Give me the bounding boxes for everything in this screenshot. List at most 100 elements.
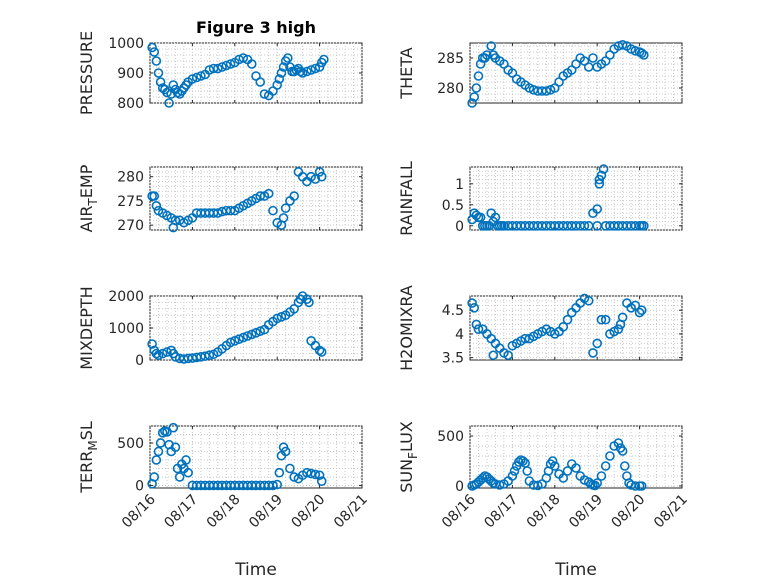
y-tick-label: 0 bbox=[455, 219, 464, 235]
data-point bbox=[147, 42, 157, 53]
data-point bbox=[242, 331, 253, 341]
y-axis-label-main: RAINFALL bbox=[397, 161, 416, 236]
y-axis-label: H2OMIXRA bbox=[397, 285, 416, 371]
data-point bbox=[151, 348, 162, 359]
data-point bbox=[486, 41, 497, 51]
data-point bbox=[547, 456, 558, 466]
data-point bbox=[289, 303, 299, 314]
data-point bbox=[592, 338, 603, 349]
data-point bbox=[562, 466, 573, 476]
subplot-3: 270 275 280 AIRTEMP bbox=[77, 164, 363, 234]
data-point bbox=[477, 473, 488, 483]
data-point bbox=[282, 53, 293, 63]
subplot-2: 280 285 THETA bbox=[397, 39, 683, 108]
y-tick-label: 3.5 bbox=[442, 351, 464, 367]
data-point bbox=[314, 62, 325, 72]
data-point bbox=[151, 455, 162, 465]
data-point bbox=[272, 80, 283, 90]
data-point bbox=[164, 98, 174, 108]
data-point bbox=[200, 351, 210, 361]
y-tick-label: 1000 bbox=[108, 36, 144, 52]
data-point bbox=[634, 307, 645, 318]
x-axis-label: Time bbox=[234, 560, 277, 580]
tick-marks bbox=[149, 295, 363, 361]
y-tick-label: 500 bbox=[117, 436, 144, 452]
data-point bbox=[162, 427, 172, 437]
y-axis-label: TERRMSL bbox=[77, 421, 100, 494]
data-point bbox=[310, 469, 321, 480]
data-point bbox=[170, 351, 181, 362]
data-series bbox=[147, 422, 327, 491]
y-axis-label-main: TERR bbox=[77, 451, 96, 494]
data-point bbox=[280, 446, 291, 457]
data-point bbox=[522, 466, 533, 476]
y-axis-label: MIXDEPTH bbox=[77, 286, 96, 369]
data-point bbox=[268, 205, 278, 216]
data-point bbox=[157, 427, 168, 438]
data-point bbox=[617, 446, 628, 456]
y-tick-label: 1000 bbox=[108, 321, 144, 337]
data-point bbox=[221, 60, 232, 71]
data-point bbox=[255, 326, 266, 337]
data-point bbox=[151, 200, 162, 211]
data-point bbox=[213, 208, 223, 218]
data-point bbox=[630, 45, 641, 56]
data-point bbox=[562, 314, 573, 325]
data-point bbox=[467, 298, 477, 308]
data-point bbox=[600, 314, 611, 325]
data-point bbox=[636, 305, 647, 316]
data-point bbox=[213, 63, 223, 74]
y-tick-label: 800 bbox=[117, 96, 144, 112]
data-point bbox=[488, 350, 499, 361]
data-point bbox=[583, 295, 594, 306]
data-point bbox=[598, 164, 609, 174]
data-point bbox=[630, 481, 641, 491]
data-point bbox=[153, 446, 164, 457]
data-point bbox=[471, 319, 482, 330]
data-point bbox=[520, 333, 530, 344]
data-point bbox=[170, 442, 181, 453]
data-point bbox=[196, 71, 206, 81]
y-axis-label-main: SUN bbox=[397, 459, 416, 493]
data-point bbox=[278, 62, 289, 72]
data-point bbox=[613, 324, 624, 334]
tick-marks bbox=[469, 43, 683, 103]
data-point bbox=[225, 205, 236, 216]
y-tick-label: 4 bbox=[455, 327, 464, 343]
data-point bbox=[246, 59, 257, 69]
data-series bbox=[467, 438, 647, 491]
y-axis-label: AIRTEMP bbox=[77, 164, 100, 232]
data-point bbox=[149, 47, 160, 57]
data-point bbox=[297, 68, 308, 78]
data-point bbox=[316, 476, 327, 487]
data-point bbox=[280, 203, 291, 213]
data-point bbox=[278, 213, 289, 223]
data-point bbox=[251, 327, 261, 338]
data-point bbox=[306, 65, 316, 75]
data-point bbox=[246, 329, 257, 340]
grid-lines bbox=[469, 43, 683, 103]
data-point bbox=[314, 345, 325, 356]
data-point bbox=[473, 324, 484, 334]
data-point bbox=[183, 467, 193, 478]
data-point bbox=[181, 455, 191, 465]
data-point bbox=[230, 335, 240, 346]
y-axis-label-tail: SL bbox=[77, 421, 96, 440]
data-point bbox=[174, 472, 185, 482]
data-point bbox=[509, 466, 520, 476]
data-point bbox=[518, 456, 528, 466]
data-point bbox=[162, 347, 172, 357]
y-axis-label: RAINFALL bbox=[397, 161, 416, 236]
subplot-6: 3.5 4 4.5 H2OMIXRA bbox=[397, 285, 683, 371]
chart-title: Figure 3 high bbox=[196, 18, 316, 37]
y-axis-label-main: H2OMIXRA bbox=[397, 285, 416, 371]
data-point bbox=[316, 171, 327, 182]
data-point bbox=[295, 66, 306, 77]
data-point bbox=[639, 50, 649, 60]
y-tick-label: 2000 bbox=[108, 289, 144, 305]
data-point bbox=[558, 322, 569, 332]
axes-box bbox=[469, 166, 683, 231]
data-point bbox=[594, 179, 605, 189]
data-point bbox=[558, 473, 569, 483]
